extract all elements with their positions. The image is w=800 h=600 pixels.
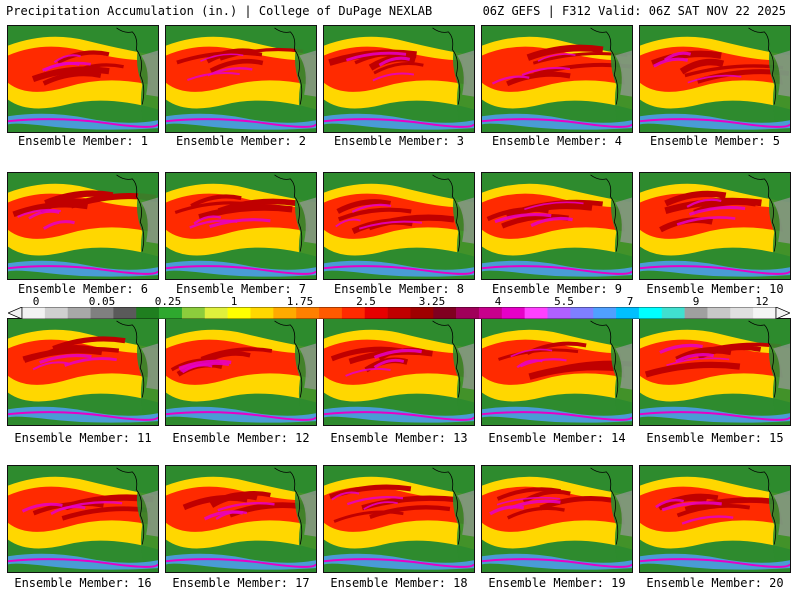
ensemble-map-17[interactable] [165,465,317,573]
ensemble-map-15[interactable] [639,318,791,426]
member-caption-15: Ensemble Member: 15 [646,431,784,445]
member-caption-3: Ensemble Member: 3 [333,134,465,148]
colorbar-segment [456,307,480,319]
member-caption-4: Ensemble Member: 4 [491,134,623,148]
member-caption-20: Ensemble Member: 20 [646,576,784,590]
colorbar-segment [204,307,228,319]
colorbar-segment [364,307,388,319]
colorbar-segment [113,307,137,319]
colorbar-segment [616,307,640,319]
colorbar-segment [753,307,777,319]
colorbar-segment [136,307,160,319]
colorbar-segment [410,307,434,319]
ensemble-map-14[interactable] [481,318,633,426]
ensemble-map-8[interactable] [323,172,475,280]
member-caption-7: Ensemble Member: 7 [175,282,307,296]
ensemble-map-5[interactable] [639,25,791,133]
colorbar-segment [227,307,251,319]
ensemble-map-11[interactable] [7,318,159,426]
member-caption-13: Ensemble Member: 13 [330,431,468,445]
member-caption-12: Ensemble Member: 12 [172,431,310,445]
colorbar-segment [547,307,571,319]
colorbar-segment [433,307,457,319]
colorbar-segment [524,307,548,319]
member-caption-14: Ensemble Member: 14 [488,431,626,445]
ensemble-map-6[interactable] [7,172,159,280]
colorbar-segment [730,307,754,319]
colorbar-right-arrow [775,307,790,319]
header: Precipitation Accumulation (in.) | Colle… [0,0,800,22]
colorbar-segment [67,307,91,319]
colorbar-segment [273,307,297,319]
colorbar-label: 3.25 [418,295,446,308]
ensemble-map-10[interactable] [639,172,791,280]
colorbar-label: 0.25 [154,295,182,308]
ensemble-map-2[interactable] [165,25,317,133]
member-caption-8: Ensemble Member: 8 [333,282,465,296]
precip-colorbar [8,307,790,319]
member-caption-9: Ensemble Member: 9 [491,282,623,296]
colorbar-label: 2.5 [356,295,376,308]
ensemble-map-3[interactable] [323,25,475,133]
colorbar-label: 5.5 [554,295,574,308]
member-caption-10: Ensemble Member: 10 [646,282,784,296]
ensemble-map-4[interactable] [481,25,633,133]
ensemble-map-9[interactable] [481,172,633,280]
member-caption-5: Ensemble Member: 5 [649,134,781,148]
colorbar-segment [250,307,274,319]
ensemble-map-7[interactable] [165,172,317,280]
member-caption-11: Ensemble Member: 11 [14,431,152,445]
ensemble-map-13[interactable] [323,318,475,426]
member-caption-17: Ensemble Member: 17 [172,576,310,590]
ensemble-map-18[interactable] [323,465,475,573]
ensemble-map-20[interactable] [639,465,791,573]
colorbar-segment [593,307,617,319]
colorbar-segment [501,307,525,319]
colorbar-segment [319,307,343,319]
colorbar-segment [707,307,731,319]
colorbar-label: 4 [494,295,502,308]
member-caption-16: Ensemble Member: 16 [14,576,152,590]
colorbar-label: 7 [626,295,634,308]
colorbar-segment [341,307,366,319]
colorbar-segment [44,307,68,319]
run-info: 06Z GEFS | F312 Valid: 06Z SAT NOV 22 20… [482,4,786,18]
colorbar-label: 9 [692,295,700,308]
colorbar-segment [181,307,206,319]
member-caption-18: Ensemble Member: 18 [330,576,468,590]
member-caption-6: Ensemble Member: 6 [17,282,149,296]
colorbar-segment [661,307,685,319]
colorbar-label: 1 [230,295,238,308]
member-caption-2: Ensemble Member: 2 [175,134,307,148]
colorbar-label: 1.75 [286,295,314,308]
colorbar-segment [90,307,114,319]
colorbar-segment [478,307,503,319]
colorbar-label: 0.05 [88,295,116,308]
colorbar-segment [638,307,663,319]
colorbar-segment [296,307,320,319]
product-title: Precipitation Accumulation (in.) | Colle… [6,4,433,18]
ensemble-map-19[interactable] [481,465,633,573]
ensemble-map-12[interactable] [165,318,317,426]
member-caption-19: Ensemble Member: 19 [488,576,626,590]
ensemble-map-1[interactable] [7,25,159,133]
ensemble-map-16[interactable] [7,465,159,573]
colorbar-label: 0 [32,295,40,308]
colorbar-segment [22,307,46,319]
colorbar-segment [387,307,411,319]
colorbar-label: 12 [755,295,769,308]
colorbar-left-arrow [8,307,23,319]
colorbar-segment [159,307,183,319]
colorbar-segment [684,307,708,319]
member-caption-1: Ensemble Member: 1 [17,134,149,148]
colorbar-segment [570,307,594,319]
